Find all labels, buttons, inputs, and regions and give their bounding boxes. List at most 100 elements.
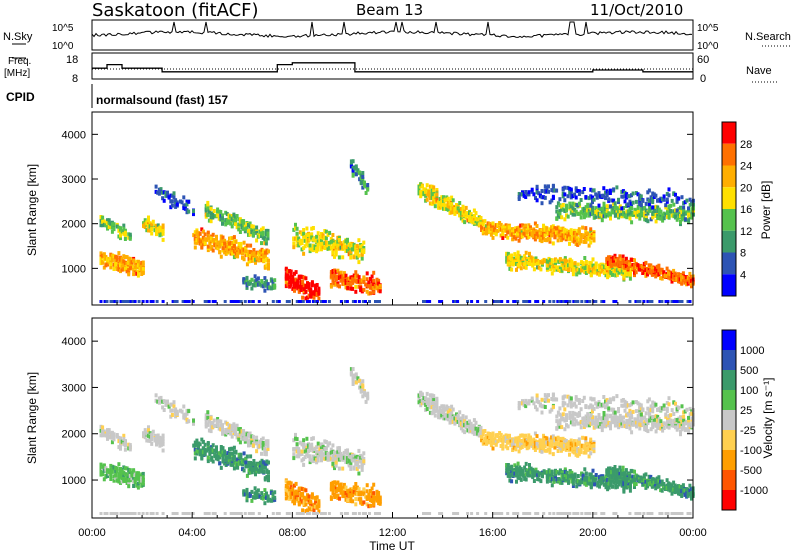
power-cell	[629, 217, 632, 221]
power-cell	[235, 240, 238, 244]
velocity-cell	[101, 425, 104, 429]
velocity-cell	[219, 420, 222, 424]
velocity-cell	[435, 402, 438, 406]
freq-unit-label: [MHz]	[4, 68, 30, 79]
velocity-cell	[216, 423, 219, 427]
power-cell	[669, 204, 672, 208]
velocity-cell	[252, 444, 255, 448]
velocity-cell	[463, 430, 466, 434]
power-cell	[563, 198, 566, 202]
velocity-cell	[243, 451, 246, 455]
velocity-cell	[221, 432, 224, 436]
power-cell	[317, 244, 320, 248]
power-cell	[586, 231, 589, 235]
colorbar-tick-label: 16	[740, 204, 752, 216]
velocity-cell	[362, 459, 365, 463]
power-cell	[638, 300, 641, 303]
power-cell	[593, 188, 596, 192]
power-cell	[671, 199, 674, 203]
velocity-cell	[366, 483, 369, 487]
power-cell	[685, 199, 688, 203]
power-cell	[267, 232, 270, 236]
colorbar-tick-label: 28	[740, 139, 752, 151]
power-cell	[362, 241, 365, 245]
power-cell	[207, 231, 210, 235]
power-cell	[252, 300, 255, 303]
power-cell	[677, 197, 680, 201]
power-cell	[349, 256, 352, 260]
power-cell	[215, 237, 218, 241]
velocity-cell	[171, 413, 174, 417]
power-cell	[267, 259, 270, 263]
colorbar-tick-label: 12	[740, 226, 752, 238]
colorbar-swatch	[722, 231, 736, 253]
power-cell	[341, 255, 344, 259]
power-cell	[301, 296, 304, 300]
freq-trace	[92, 63, 693, 72]
power-cell	[536, 300, 539, 303]
power-cell	[124, 231, 127, 235]
power-cell	[580, 216, 583, 220]
velocity-cell	[369, 504, 372, 508]
power-cell	[331, 251, 334, 255]
velocity-cell	[132, 484, 135, 488]
velocity-cell	[113, 432, 116, 436]
velocity-heatmap-cells	[100, 367, 696, 515]
power-cell	[210, 207, 213, 211]
power-cell	[544, 196, 547, 200]
power-cell	[379, 289, 382, 293]
power-cell	[567, 268, 570, 272]
site-title: Saskatoon (fitACF)	[92, 0, 259, 21]
velocity-cell	[362, 451, 365, 455]
power-cell	[338, 255, 341, 259]
power-cell	[492, 221, 495, 225]
power-cell	[640, 203, 643, 207]
power-cell	[601, 218, 604, 222]
velocity-cell	[263, 501, 266, 505]
power-cell	[609, 204, 612, 208]
power-cell	[646, 219, 649, 223]
power-cell	[129, 233, 132, 237]
velocity-cell	[351, 499, 354, 503]
power-cell	[292, 245, 295, 249]
power-cell	[352, 174, 355, 178]
colorbar-swatch	[722, 253, 736, 275]
power-cell	[129, 237, 132, 241]
power-cell	[236, 254, 239, 258]
power-cell	[273, 284, 276, 288]
velocity-cell	[353, 467, 356, 471]
power-cell	[176, 300, 179, 303]
power-cell	[295, 270, 298, 274]
power-cell	[302, 300, 305, 303]
power-cell	[528, 300, 531, 303]
velocity-cell	[210, 429, 213, 433]
power-cell	[501, 232, 504, 236]
velocity-cell	[212, 460, 215, 464]
velocity-cell	[233, 446, 236, 450]
power-cell	[532, 192, 535, 196]
power-cell	[632, 192, 635, 196]
power-cell	[681, 195, 684, 199]
power-cell	[301, 239, 304, 243]
power-cell	[294, 223, 297, 227]
power-cell	[558, 197, 561, 201]
power-cell	[528, 252, 531, 256]
power-cell	[624, 199, 627, 203]
power-cell	[308, 300, 311, 303]
power-cell	[212, 249, 215, 253]
power-cell	[663, 198, 666, 202]
power-cell	[316, 283, 319, 287]
velocity-cell	[171, 409, 174, 413]
velocity-cell	[349, 467, 352, 471]
power-cell	[630, 206, 633, 210]
velocity-cell	[338, 497, 341, 501]
velocity-cell	[317, 502, 320, 506]
velocity-cell	[215, 447, 218, 451]
power-cell	[371, 275, 374, 279]
power-cell	[188, 300, 191, 303]
power-cell	[152, 220, 155, 224]
colorbar-swatch	[722, 274, 736, 296]
power-cell	[510, 254, 513, 258]
power-cell	[465, 206, 468, 210]
